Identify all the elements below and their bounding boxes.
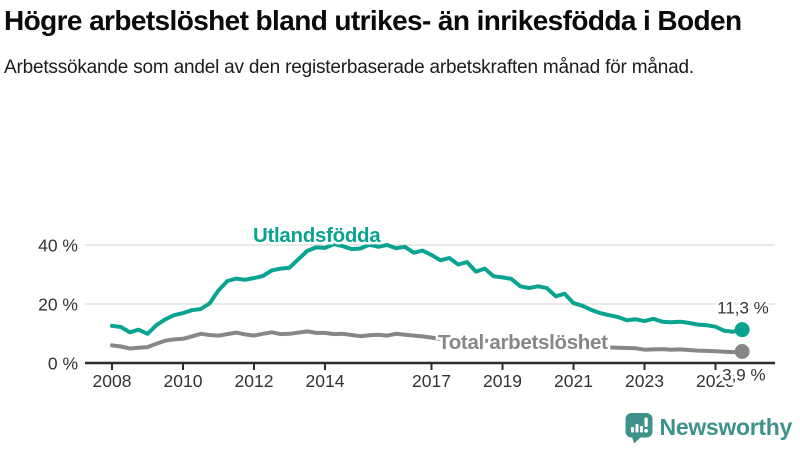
chart-subtitle: Arbetssökande som andel av den registerb… xyxy=(4,57,694,78)
foreign-born-end-dot xyxy=(734,322,750,338)
x-axis-tick-label: 2017 xyxy=(412,371,451,391)
total-unemployment-line xyxy=(110,329,745,355)
newsworthy-bubble-barchart-icon xyxy=(625,413,653,444)
y-axis-tick-label: 20 % xyxy=(38,295,78,315)
chart-header: Högre arbetslöshet bland utrikes- än inr… xyxy=(4,2,796,83)
x-axis-tick-label: 2010 xyxy=(164,371,203,391)
foreign-born-end-value: 11,3 % xyxy=(717,299,769,318)
newsworthy-logo-text: Newsworthy xyxy=(659,414,793,440)
newsworthy-logo: Newsworthy xyxy=(624,411,792,444)
x-axis-tick-label: 2023 xyxy=(625,371,664,391)
page-title: Högre arbetslöshet bland utrikes- än inr… xyxy=(4,5,742,36)
total-end-dot xyxy=(734,343,750,359)
total-end-value: 3,9 % xyxy=(722,365,765,384)
y-axis-tick-label: 0 % xyxy=(48,354,78,374)
x-axis-tick-label: 2021 xyxy=(554,371,593,391)
x-axis-tick-label: 2008 xyxy=(93,371,132,391)
x-axis-tick-label: 2014 xyxy=(306,371,345,391)
line-chart: 0 % 20 % 40 % 2008 2010 2012 2014 2017 2019 2021 2… xyxy=(38,222,775,391)
y-axis-tick-label: 40 % xyxy=(38,236,78,256)
foreign-born-series-label: Utlandsfödda xyxy=(253,224,381,247)
x-axis-tick-label: 2019 xyxy=(483,371,522,391)
x-axis-tick-label: 2012 xyxy=(235,371,274,391)
total-series-label: Total arbetslöshet xyxy=(438,331,608,354)
foreign-born-line xyxy=(110,242,745,336)
x-axis-tick-label: 2025 xyxy=(696,371,735,391)
